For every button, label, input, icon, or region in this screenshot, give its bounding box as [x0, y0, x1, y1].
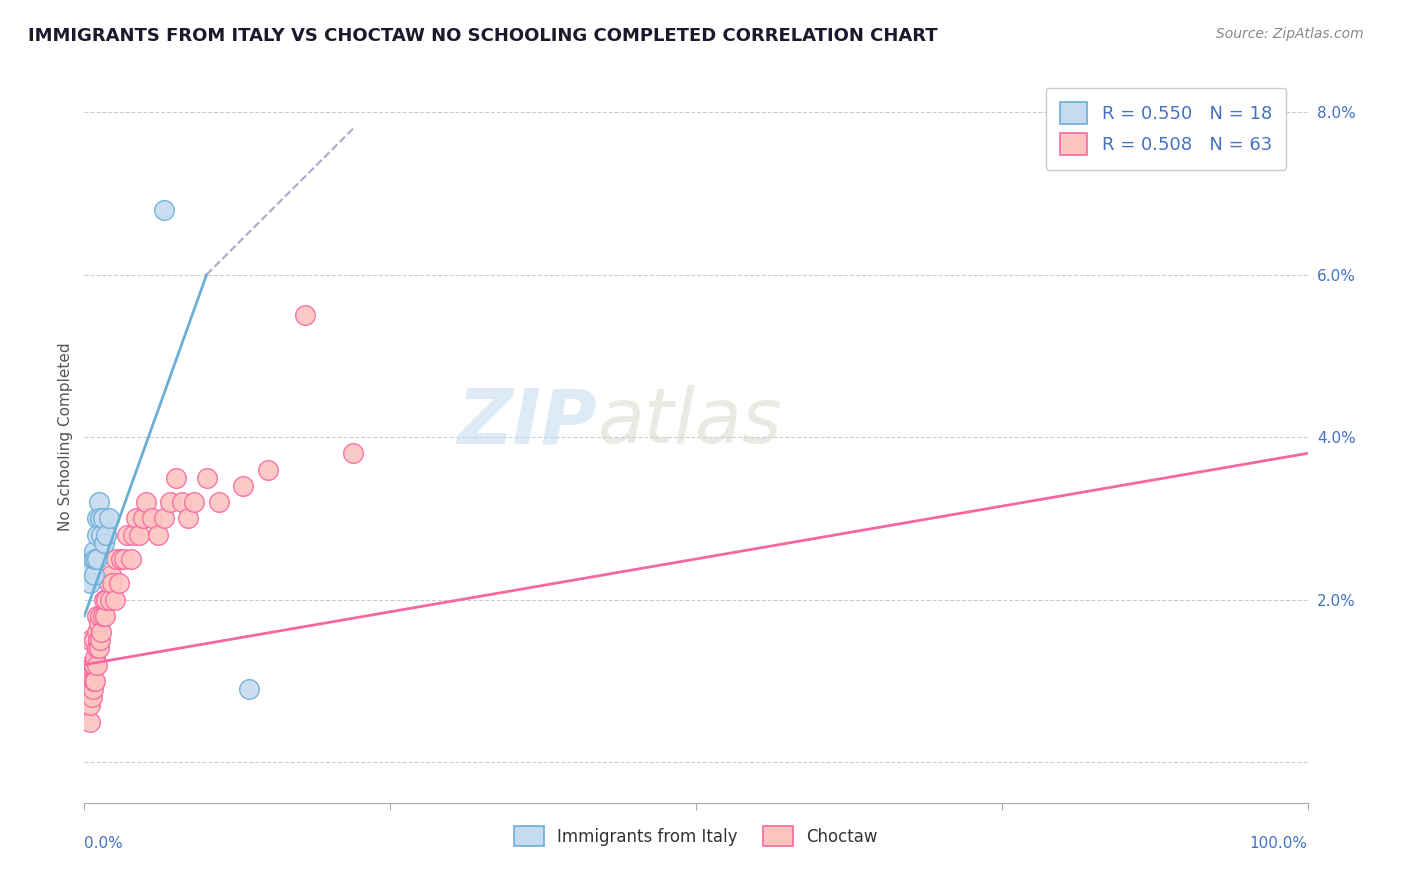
Text: 0.0%: 0.0% [84, 836, 124, 851]
Point [104, 592, 127, 607]
Point [87, 633, 110, 648]
Point [107, 576, 129, 591]
Point [83, 544, 105, 558]
Point [172, 495, 194, 509]
Y-axis label: No Schooling Completed: No Schooling Completed [58, 343, 73, 532]
Point [208, 495, 231, 509]
Point [232, 479, 254, 493]
Point [294, 308, 316, 322]
Point [82, 681, 104, 696]
Point [257, 462, 280, 476]
Point [82, 657, 104, 672]
Point [183, 495, 205, 509]
Point [93, 592, 115, 607]
Point [94, 608, 117, 623]
Point [238, 681, 260, 696]
Point [165, 471, 187, 485]
Legend: Immigrants from Italy, Choctaw: Immigrants from Italy, Choctaw [508, 820, 884, 853]
Point [146, 527, 169, 541]
Point [77, 673, 100, 688]
Point [77, 665, 100, 680]
Point [79, 714, 101, 729]
Point [97, 576, 120, 591]
Point [153, 511, 176, 525]
Point [79, 698, 101, 713]
Point [115, 527, 138, 541]
Point [98, 592, 121, 607]
Point [84, 552, 107, 566]
Point [177, 511, 200, 525]
Point [122, 527, 145, 541]
Point [80, 673, 103, 688]
Point [90, 527, 112, 541]
Point [93, 535, 115, 549]
Point [83, 673, 105, 688]
Point [87, 641, 110, 656]
Point [89, 633, 111, 648]
Text: 100.0%: 100.0% [1250, 836, 1308, 851]
Point [86, 552, 108, 566]
Point [86, 657, 108, 672]
Point [86, 511, 108, 525]
Point [80, 690, 103, 705]
Point [79, 560, 101, 574]
Point [86, 625, 108, 640]
Point [101, 576, 124, 591]
Point [79, 633, 101, 648]
Point [86, 641, 108, 656]
Point [89, 511, 111, 525]
Point [82, 552, 104, 566]
Point [87, 495, 110, 509]
Point [77, 690, 100, 705]
Point [120, 552, 142, 566]
Point [79, 673, 101, 688]
Point [105, 552, 128, 566]
Point [97, 511, 120, 525]
Text: atlas: atlas [598, 385, 783, 459]
Point [96, 592, 118, 607]
Point [159, 495, 181, 509]
Point [90, 625, 112, 640]
Point [195, 471, 218, 485]
Text: ZIP: ZIP [458, 385, 598, 459]
Point [76, 673, 98, 688]
Point [83, 568, 105, 582]
Point [125, 511, 148, 525]
Point [86, 527, 108, 541]
Point [89, 608, 111, 623]
Point [132, 511, 155, 525]
Point [83, 657, 105, 672]
Point [91, 608, 114, 623]
Point [79, 657, 101, 672]
Text: IMMIGRANTS FROM ITALY VS CHOCTAW NO SCHOOLING COMPLETED CORRELATION CHART: IMMIGRANTS FROM ITALY VS CHOCTAW NO SCHO… [28, 27, 938, 45]
Point [86, 608, 108, 623]
Point [87, 617, 110, 632]
Point [91, 511, 114, 525]
Point [141, 511, 163, 525]
Point [342, 446, 364, 460]
Point [153, 202, 176, 217]
Point [128, 527, 150, 541]
Text: Source: ZipAtlas.com: Source: ZipAtlas.com [1216, 27, 1364, 41]
Point [79, 576, 101, 591]
Point [84, 673, 107, 688]
Point [100, 568, 122, 582]
Point [110, 552, 132, 566]
Point [112, 552, 135, 566]
Point [83, 633, 105, 648]
Point [96, 527, 118, 541]
Point [77, 690, 100, 705]
Point [84, 649, 107, 664]
Point [135, 495, 157, 509]
